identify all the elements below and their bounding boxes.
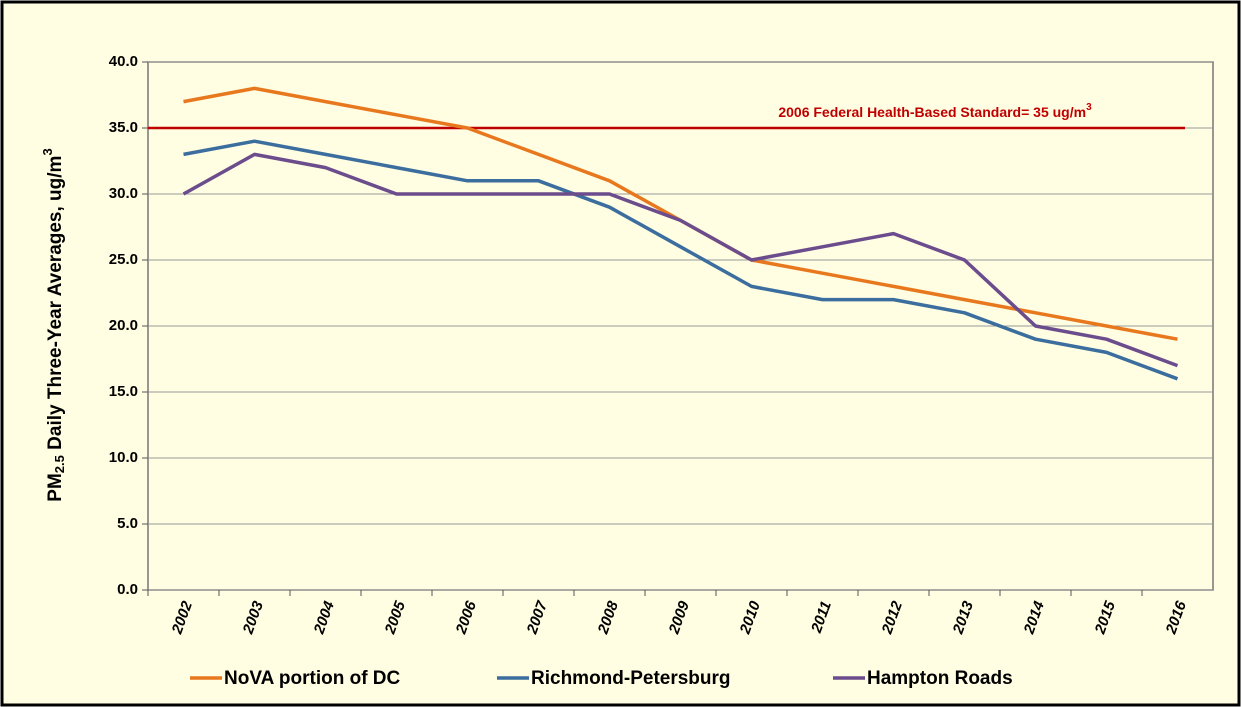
y-axis-label: PM2.5 Daily Three-Year Averages, ug/m3 <box>40 148 67 501</box>
y-label-main: PM <box>45 473 66 502</box>
y-label-sub: 2.5 <box>52 455 67 473</box>
reference-label-text: 2006 Federal Health-Based Standard= 35 u… <box>778 104 1086 120</box>
y-tick-label: 35.0 <box>109 119 138 136</box>
series-line <box>182 152 1179 368</box>
reference-label-sup: 3 <box>1086 102 1092 113</box>
y-tick-label: 20.0 <box>109 317 138 334</box>
y-tick-label: 10.0 <box>109 449 138 466</box>
y-tick-label: 5.0 <box>117 515 138 532</box>
y-tick-label: 30.0 <box>109 185 138 202</box>
legend-label: Richmond-Petersburg <box>531 668 731 689</box>
series-line <box>183 139 1179 381</box>
legend-label: Hampton Roads <box>867 668 1013 689</box>
reference-label: 2006 Federal Health-Based Standard= 35 u… <box>778 102 1092 120</box>
legend-label: NoVA portion of DC <box>224 668 401 689</box>
y-tick-label: 25.0 <box>109 251 138 268</box>
y-tick-label: 0.0 <box>117 581 138 598</box>
y-label-sup: 3 <box>40 148 55 155</box>
y-tick-label: 40.0 <box>109 53 138 70</box>
y-label-rest: Daily Three-Year Averages, ug/m <box>45 156 66 456</box>
y-tick-label: 15.0 <box>109 383 138 400</box>
